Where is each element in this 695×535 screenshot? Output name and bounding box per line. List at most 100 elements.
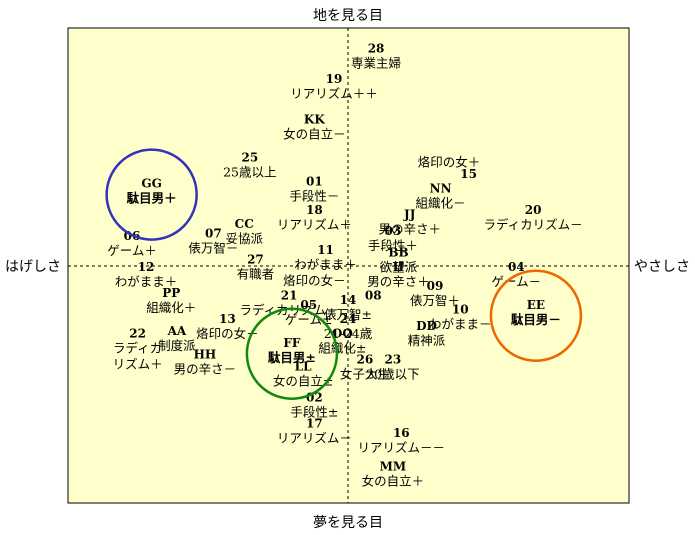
axis-label-bottom: 夢を見る目 [313,515,383,531]
point-label: ゲーム＋ [107,243,157,258]
point-label: 男の辛さ＋ [367,274,430,289]
point-code: 28 [368,41,385,55]
point-label: わがまま－ [429,317,492,332]
point-label: 俵万智± [324,307,372,322]
point-code: AA [167,324,187,338]
point-code: 15 [460,167,477,181]
point-code: II [393,260,405,274]
point-label: 女の自立± [273,374,333,389]
point-code: 21 [281,288,298,302]
point-code: HH [194,348,217,362]
point-code: 12 [138,260,155,274]
point-label: 手段性－ [289,188,339,203]
point-code: EE [527,298,545,312]
point-code: 19 [326,72,343,86]
point-code: LL [295,360,312,374]
point-code: FF [283,336,301,350]
point-label: 制度派 [158,338,196,353]
point-label: リアリズム＋ [277,217,352,232]
point-label: わがまま＋ [115,274,178,289]
point-code: KK [304,113,325,127]
point-label: 烙印の女－ [283,273,346,288]
points-layer: 28専業主婦19リアリズム＋＋KK女の自立－2525歳以上01手段性－18リアリ… [105,41,583,488]
point-label: 俵万智－ [188,241,238,256]
point-code: 01 [306,174,323,188]
point-label: 専業主婦 [351,55,401,70]
point-code: MM [380,459,407,473]
point-label: 駄目男＋ [127,191,177,206]
point-code: 18 [306,203,323,217]
point-label: 妥協派 [225,231,263,246]
point-label: 有職者 [237,267,275,282]
point-code: NN [430,181,452,195]
point-code: GG [141,177,162,191]
point-label: 25歳以上 [223,165,276,180]
point-code: CC [235,217,254,231]
point-label: リアリズム－ [277,431,352,446]
point-label: 手段性± [290,404,338,419]
data-point: 烙印の女－ [283,273,346,288]
axis-label-right: やさしさ [634,259,690,275]
point-label: リアリズム－－ [358,440,446,455]
point-label: 組織化＋ [146,300,196,315]
point-code: BB [388,246,408,260]
group-circle [489,269,583,362]
point-code: 16 [393,426,410,440]
point-label: リズム＋ [113,356,163,371]
point-label: 男の辛さ－ [174,362,237,377]
point-code: 09 [427,279,444,293]
point-label: 駄目男－ [511,312,561,327]
data-point: 烙印の女＋ [418,154,481,169]
data-point: 15 [460,167,477,181]
point-code: 13 [219,312,236,326]
point-label: わがまま＋ [294,257,357,272]
point-code: 05 [300,298,317,312]
point-label: リアリズム＋＋ [290,86,378,101]
point-label: 俵万智＋ [410,293,460,308]
point-code: 03 [385,224,402,238]
point-label: 組織化－ [416,195,466,210]
point-label: 烙印の女＋ [418,154,481,169]
point-code: 11 [317,243,334,257]
point-label: 欲望派 [380,260,418,275]
point-code: 08 [365,288,382,302]
point-code: 26 [356,352,373,366]
point-code: 24 [340,312,357,326]
point-label: 烙印の女－ [196,326,259,341]
point-label: 男の辛さ＋ [378,222,441,237]
point-code: PP [162,286,180,300]
point-code: 20 [525,203,542,217]
point-label: 21-24歳 [324,326,373,341]
point-label: 駄目男± [268,350,316,365]
group-circle [105,148,198,241]
point-code: 04 [508,260,525,274]
point-label: 女の自立＋ [362,473,425,488]
point-label: 手段性＋ [368,238,418,253]
axis-label-left: はげしさ [5,259,61,275]
